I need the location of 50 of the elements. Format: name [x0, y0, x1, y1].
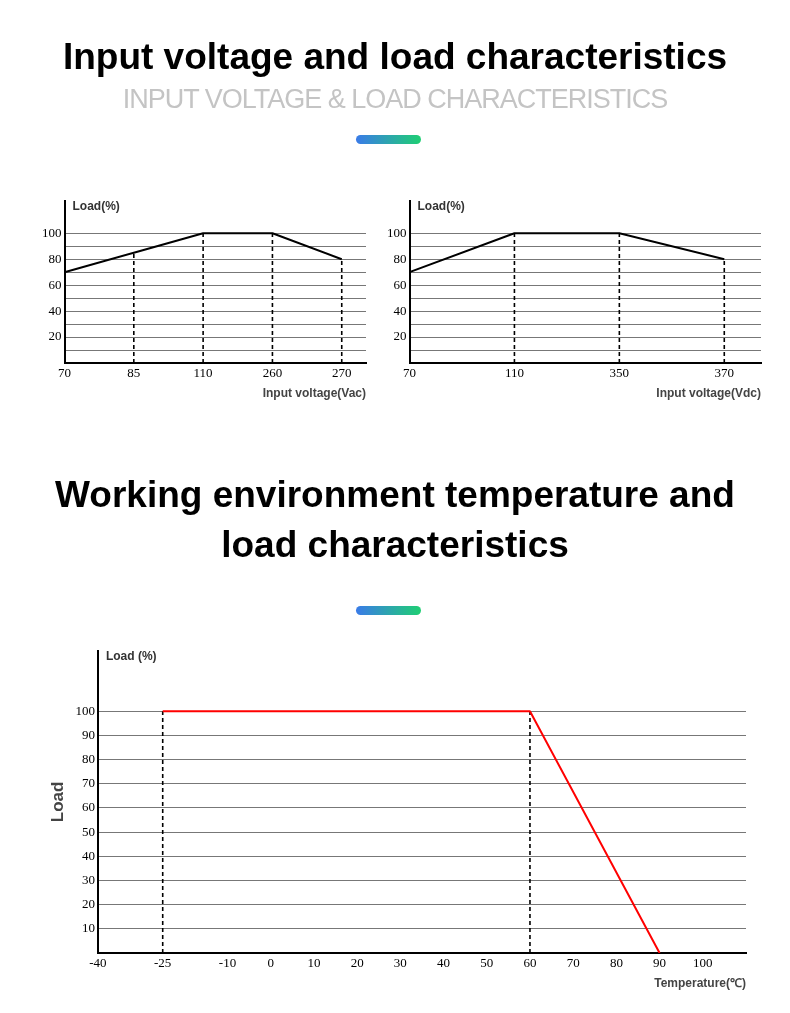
y-tick-label: 20 [48, 328, 62, 344]
y-tick-label: 40 [393, 302, 407, 318]
x-tick-label: -40 [89, 955, 107, 971]
y-tick-label: 40 [81, 847, 95, 863]
x-tick-label: 70 [566, 955, 580, 971]
x-tick-label: 60 [523, 955, 537, 971]
text: Input voltage and load characteristics [61, 35, 729, 79]
y-tick-label: 20 [81, 896, 95, 912]
x-tick-label: 80 [609, 955, 623, 971]
x-tick-label: 10 [307, 955, 321, 971]
y-tick-label: 60 [393, 276, 407, 292]
y-tick-label: 40 [48, 302, 62, 318]
x-tick-label: 370 [714, 365, 735, 381]
annotation: Load(%) [72, 199, 120, 214]
y-tick-label: 60 [81, 799, 95, 815]
x-tick-label: 260 [262, 365, 283, 381]
x-tick-label: 110 [504, 365, 524, 381]
y-tick-label: 80 [48, 250, 62, 266]
x-tick-label: 100 [693, 955, 713, 971]
x-tick-label: 90 [653, 955, 667, 971]
x-tick-label: 270 [331, 365, 352, 381]
y-tick-label: 90 [81, 726, 95, 742]
y-axis-title: Load [47, 781, 67, 823]
y-tick-label: 80 [393, 250, 407, 266]
x-axis-title: Input voltage(Vac) [262, 386, 366, 401]
x-tick-label: 110 [193, 365, 213, 381]
y-tick-label: 60 [48, 276, 62, 292]
annotation: Load (%) [105, 649, 157, 664]
x-tick-label: -10 [218, 955, 237, 971]
text: Working environment temperature and load characteristics [54, 473, 736, 567]
x-axis-title: Temperature(℃) [654, 976, 746, 991]
x-tick-label: 40 [437, 955, 451, 971]
y-tick-label: 100 [387, 224, 407, 240]
x-tick-label: -25 [154, 955, 172, 971]
x-tick-label: 350 [609, 365, 630, 381]
y-tick-label: 80 [81, 751, 95, 767]
y-tick-label: 50 [81, 823, 95, 839]
y-tick-label: 30 [81, 871, 95, 887]
x-tick-label: 0 [267, 955, 274, 971]
y-tick-label: 10 [81, 920, 95, 936]
y-tick-label: 100 [75, 702, 95, 718]
x-tick-label: 50 [480, 955, 494, 971]
text: INPUT VOLTAGE & LOAD CHARACTERISTICS [121, 83, 669, 116]
x-tick-label: 20 [350, 955, 364, 971]
annotation: Load(%) [417, 199, 465, 214]
x-axis-title: Input voltage(Vdc) [656, 386, 761, 401]
y-tick-label: 70 [81, 775, 95, 791]
x-tick-label: 85 [127, 365, 141, 381]
y-tick-label: 100 [42, 224, 62, 240]
y-tick-label: 20 [393, 328, 407, 344]
